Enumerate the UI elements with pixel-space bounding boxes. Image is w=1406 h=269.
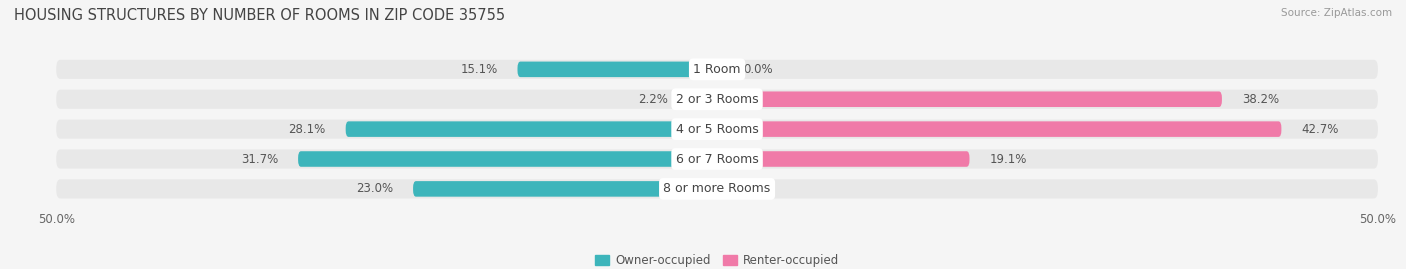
FancyBboxPatch shape: [298, 151, 717, 167]
Text: 0.0%: 0.0%: [744, 182, 773, 195]
Text: 31.7%: 31.7%: [240, 153, 278, 165]
Text: 0.0%: 0.0%: [744, 63, 773, 76]
Text: 15.1%: 15.1%: [460, 63, 498, 76]
Text: 8 or more Rooms: 8 or more Rooms: [664, 182, 770, 195]
Text: Source: ZipAtlas.com: Source: ZipAtlas.com: [1281, 8, 1392, 18]
Legend: Owner-occupied, Renter-occupied: Owner-occupied, Renter-occupied: [591, 249, 844, 269]
FancyBboxPatch shape: [56, 150, 1378, 169]
FancyBboxPatch shape: [56, 179, 1378, 199]
FancyBboxPatch shape: [346, 121, 717, 137]
FancyBboxPatch shape: [517, 62, 717, 77]
Text: 1 Room: 1 Room: [693, 63, 741, 76]
FancyBboxPatch shape: [56, 60, 1378, 79]
Text: 38.2%: 38.2%: [1241, 93, 1279, 106]
FancyBboxPatch shape: [56, 90, 1378, 109]
FancyBboxPatch shape: [717, 151, 970, 167]
Text: 2.2%: 2.2%: [638, 93, 668, 106]
FancyBboxPatch shape: [688, 91, 717, 107]
Text: 42.7%: 42.7%: [1301, 123, 1339, 136]
Text: 4 or 5 Rooms: 4 or 5 Rooms: [676, 123, 758, 136]
FancyBboxPatch shape: [717, 91, 1222, 107]
FancyBboxPatch shape: [413, 181, 717, 197]
Text: 28.1%: 28.1%: [288, 123, 326, 136]
Text: 23.0%: 23.0%: [356, 182, 394, 195]
Text: HOUSING STRUCTURES BY NUMBER OF ROOMS IN ZIP CODE 35755: HOUSING STRUCTURES BY NUMBER OF ROOMS IN…: [14, 8, 505, 23]
Text: 19.1%: 19.1%: [990, 153, 1026, 165]
Text: 6 or 7 Rooms: 6 or 7 Rooms: [676, 153, 758, 165]
FancyBboxPatch shape: [717, 121, 1281, 137]
FancyBboxPatch shape: [56, 119, 1378, 139]
Text: 2 or 3 Rooms: 2 or 3 Rooms: [676, 93, 758, 106]
